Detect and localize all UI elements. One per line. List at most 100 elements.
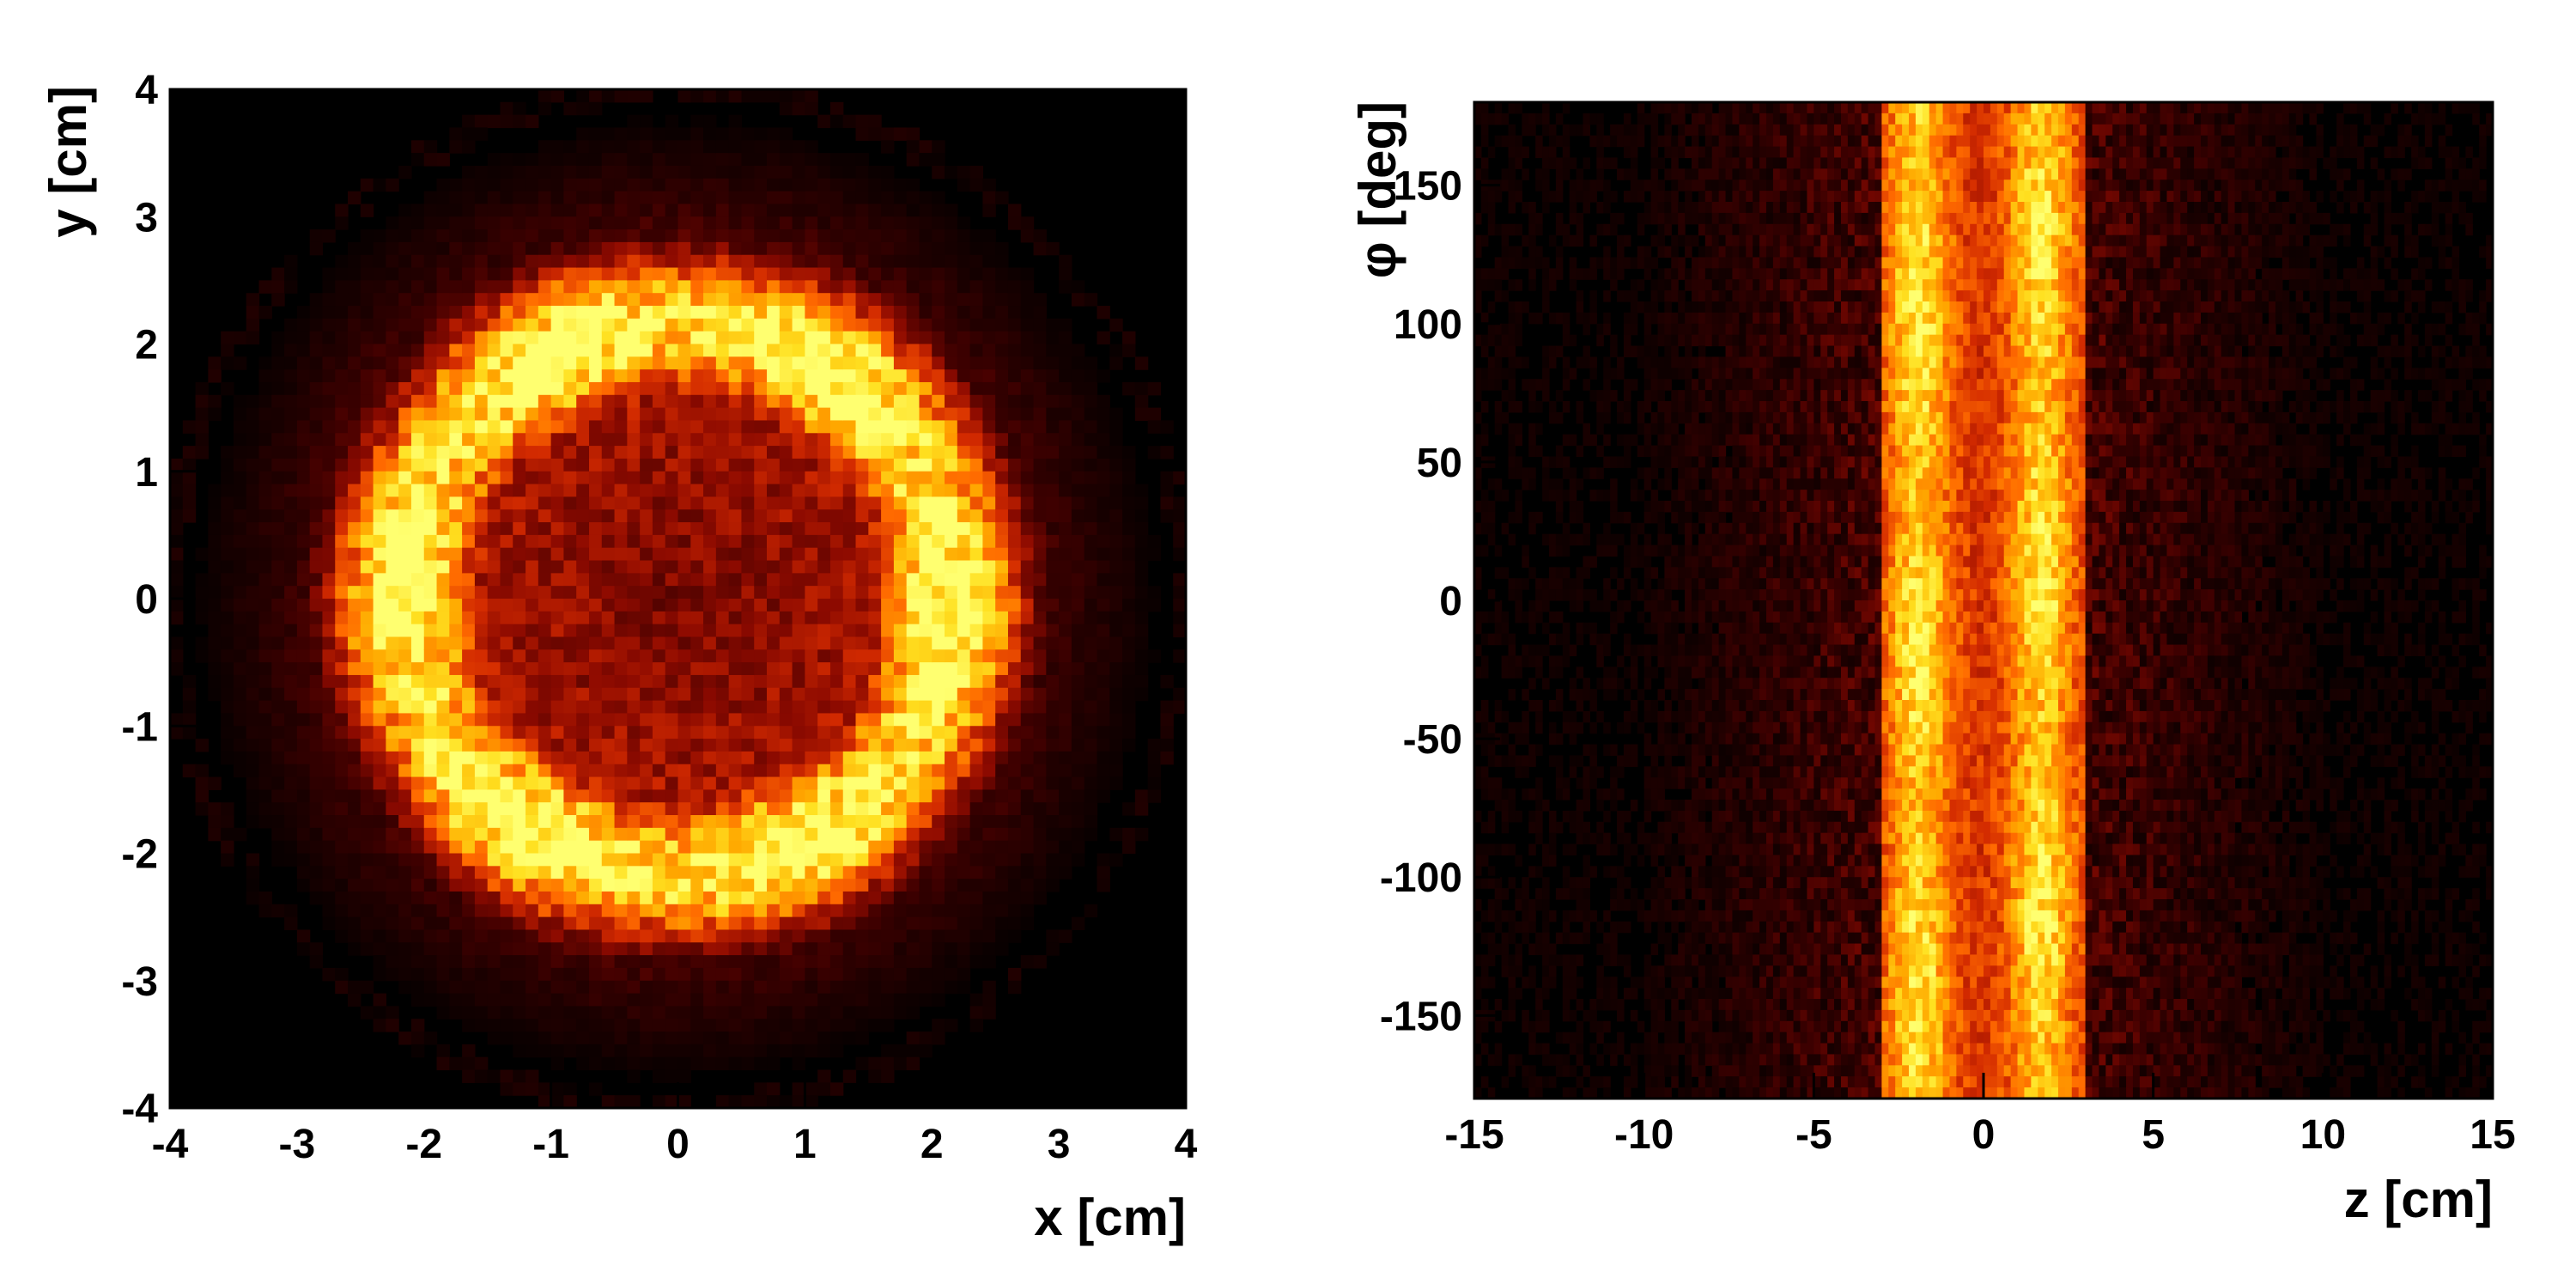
xy-heatmap-cell — [436, 891, 450, 905]
xy-heatmap-cell — [1147, 547, 1162, 562]
xy-heatmap-cell — [182, 458, 197, 472]
xy-heatmap-cell — [1059, 522, 1072, 536]
zphi-heatmap-cell — [1480, 511, 1489, 524]
xy-heatmap-cell — [640, 776, 653, 790]
xy-heatmap-cell — [640, 534, 653, 549]
zphi-heatmap-cell — [1480, 157, 1489, 169]
xy-heatmap-cell — [373, 866, 386, 879]
xy-heatmap-cell — [500, 1006, 513, 1019]
xy-heatmap-cell — [550, 573, 565, 587]
xy-heatmap-cell — [829, 700, 844, 715]
xy-heatmap-cell — [601, 636, 616, 650]
xy-heatmap-cell — [487, 879, 501, 892]
xy-heatmap-cell — [1007, 267, 1022, 281]
xy-heatmap-cell — [728, 254, 743, 269]
xy-heatmap-cell — [677, 140, 691, 154]
xy-heatmap-cell — [792, 484, 805, 497]
xy-heatmap-cell — [576, 942, 590, 956]
xy-heatmap-cell — [893, 891, 908, 905]
xy-heatmap-cell — [1084, 687, 1098, 702]
xy-heatmap-cell — [767, 293, 781, 307]
xy-heatmap-cell — [398, 446, 412, 460]
xy-heatmap-cell — [703, 904, 717, 918]
xy-heatmap-cell — [398, 789, 412, 803]
xy-heatmap-cell — [919, 776, 933, 790]
xy-heatmap-cell — [627, 165, 641, 180]
xy-heatmap-cell — [767, 700, 781, 715]
xy-heatmap-cell — [550, 662, 565, 676]
xy-heatmap-cell — [348, 942, 361, 956]
xy-heatmap-cell — [271, 789, 285, 803]
xy-heatmap-cell — [271, 840, 285, 855]
xy-heatmap-cell — [868, 381, 882, 396]
xy-heatmap-cell — [601, 700, 616, 715]
xy-heatmap-cell — [296, 344, 311, 357]
xy-heatmap-cell — [817, 980, 831, 995]
xy-heatmap-cell — [842, 955, 857, 969]
xy-heatmap-cell — [792, 140, 805, 154]
xy-heatmap-cell — [957, 356, 971, 370]
xy-heatmap-cell — [221, 573, 234, 587]
xy-heatmap-cell — [614, 1056, 628, 1071]
xy-heatmap-cell — [1020, 599, 1035, 612]
xy-heatmap-cell — [284, 687, 298, 702]
xy-heatmap-cell — [792, 254, 805, 269]
xy-heatmap-cell — [817, 509, 831, 523]
xy-heatmap-cell — [309, 534, 324, 549]
xy-heatmap-cell — [868, 1069, 882, 1083]
xy-heatmap-cell — [576, 191, 590, 205]
xy-heatmap-cell — [945, 331, 958, 345]
xy-heatmap-cell — [932, 254, 945, 269]
xy-heatmap-cell — [829, 114, 844, 129]
xy-heatmap-cell — [309, 522, 324, 536]
xy-heatmap-cell — [208, 369, 222, 383]
xy-heatmap-cell — [995, 547, 1009, 562]
xy-heatmap-cell — [881, 764, 895, 778]
xy-heatmap-cell — [410, 254, 425, 269]
xy-heatmap-cell — [829, 522, 844, 536]
xy-heatmap-cell — [1109, 420, 1123, 434]
xy-heatmap-cell — [855, 802, 869, 816]
xy-heatmap-cell — [258, 636, 272, 650]
xy-heatmap-cell — [322, 560, 336, 574]
xy-heatmap-cell — [690, 534, 704, 549]
xy-heatmap-cell — [386, 840, 399, 855]
xy-heatmap-cell — [1097, 394, 1110, 409]
xy-heatmap-cell — [386, 178, 399, 192]
xy-heatmap-cell — [881, 891, 895, 905]
xy-heatmap-cell — [792, 802, 805, 816]
xy-heatmap-cell — [474, 1069, 489, 1083]
xy-heatmap-cell — [423, 764, 438, 778]
xy-heatmap-cell — [309, 879, 324, 892]
xy-heatmap-cell — [677, 726, 691, 739]
xy-heatmap-cell — [513, 1044, 526, 1058]
xy-heatmap-cell — [538, 636, 552, 650]
xy-heatmap-cell — [792, 369, 805, 383]
xy-heatmap-cell — [665, 267, 679, 281]
xy-heatmap-cell — [779, 560, 793, 574]
xy-heatmap-cell — [829, 293, 844, 307]
xy-heatmap-cell — [754, 241, 768, 256]
xy-heatmap-cell — [868, 1006, 882, 1019]
xy-heatmap-cell — [829, 229, 844, 243]
xy-heatmap-cell — [792, 471, 805, 485]
xy-heatmap-cell — [1020, 522, 1035, 536]
xy-heatmap-cell — [792, 306, 805, 320]
xy-heatmap-cell — [919, 739, 933, 752]
xy-heatmap-cell — [614, 942, 628, 956]
xy-heatmap-cell — [1134, 484, 1149, 497]
xy-heatmap-cell — [462, 636, 476, 650]
xy-heatmap-cell — [588, 293, 603, 307]
xy-heatmap-cell — [792, 89, 805, 103]
xy-heatmap-cell — [513, 407, 526, 422]
xy-heatmap-cell — [779, 726, 793, 739]
xy-heatmap-cell — [386, 331, 399, 345]
xy-heatmap-cell — [526, 840, 539, 855]
xy-heatmap-cell — [1033, 815, 1047, 829]
xy-heatmap-cell — [1046, 344, 1060, 357]
xy-heatmap-cell — [957, 280, 971, 294]
xy-heatmap-cell — [881, 547, 895, 562]
xy-heatmap-cell — [640, 739, 653, 752]
xy-heatmap-cell — [284, 726, 298, 739]
xy-heatmap-cell — [474, 534, 489, 549]
